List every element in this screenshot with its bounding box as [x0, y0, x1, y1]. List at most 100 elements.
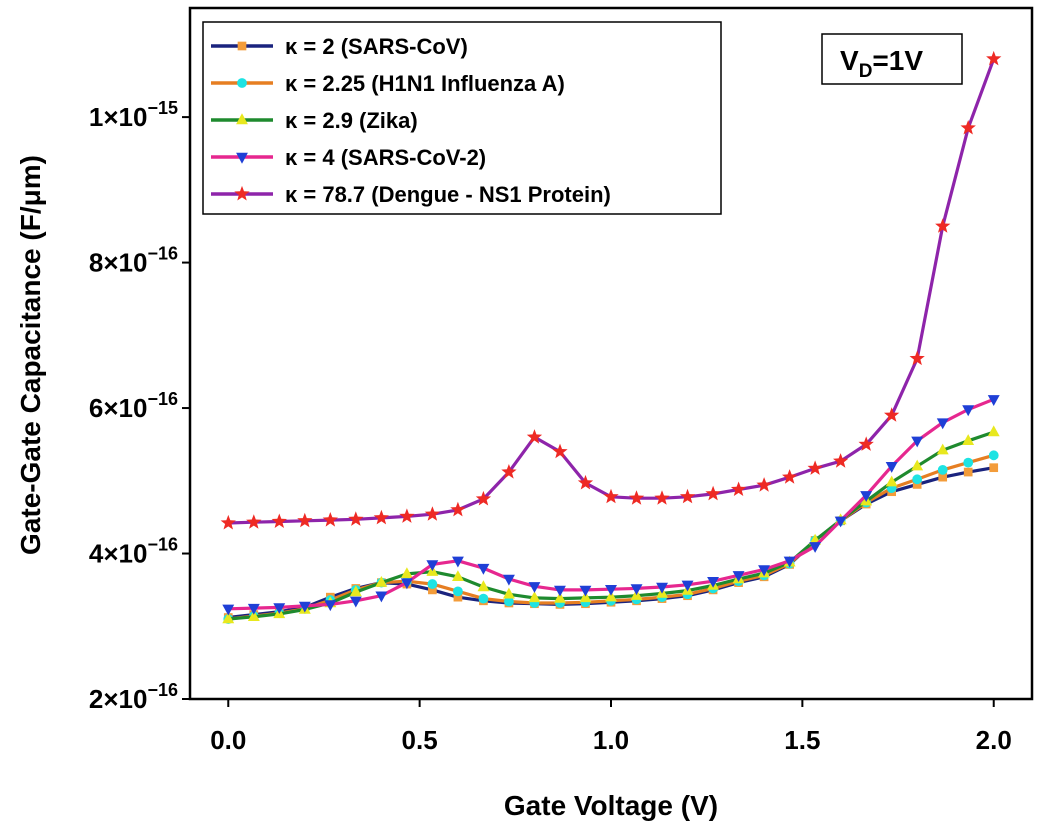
series-1-point [938, 472, 948, 482]
legend-item: κ = 2.9 (Zika) [211, 108, 418, 133]
series-5-point [884, 407, 900, 422]
series-4-point [426, 560, 439, 572]
series-3-point [987, 425, 1000, 437]
series-1-point [912, 480, 922, 489]
series-5-point [399, 508, 415, 523]
series-5-point [833, 453, 849, 468]
series-5-point [654, 490, 670, 505]
series-5-point [475, 490, 492, 506]
legend-box [202, 21, 722, 215]
series-1-point [989, 463, 999, 473]
legend-marker [237, 41, 247, 51]
series-4-point [885, 462, 898, 473]
series-4-point [987, 395, 1000, 406]
series-5-point [628, 490, 645, 505]
series-4-point [298, 601, 311, 613]
legend: κ = 2 (SARS-CoV) κ = 2.25 (H1N1 Influenza… [202, 21, 722, 215]
series-4-point [605, 585, 617, 596]
series-5-point [858, 436, 874, 451]
series-4-point [732, 571, 745, 582]
series-2-point [963, 457, 974, 468]
legend-marker [237, 78, 247, 88]
series-5-point [679, 488, 696, 504]
series-4-point [707, 577, 719, 588]
series-4-point [783, 556, 796, 568]
axes-layer: 0.0 0.5 1.0 1.5 2.0 2×10−16 4×10−16 6×10−16 8×10… [89, 98, 1012, 755]
series-4-point [554, 585, 566, 597]
x-axis-label: Gate Voltage (V) [504, 790, 718, 821]
series-3-point [349, 585, 362, 597]
x-tick-label: 1.5 [784, 725, 820, 755]
series-5-point [552, 443, 568, 459]
legend-label: κ = 2.25 (H1N1 Influenza A) [285, 71, 565, 96]
series-3-point [375, 576, 388, 587]
series-1-point [453, 592, 463, 602]
series-2-point [427, 579, 438, 589]
series-4-point [630, 584, 643, 596]
annotation-rest: =1V [872, 45, 923, 76]
series-5-point [348, 511, 364, 526]
series-3-point [222, 612, 235, 624]
series-5-point [960, 120, 976, 135]
legend-item: κ = 4 (SARS-CoV-2) [211, 145, 486, 170]
series-5-point [782, 469, 798, 484]
legend-label: κ = 78.7 (Dengue - NS1 Protein) [285, 182, 611, 207]
series-4 [222, 395, 1000, 616]
series-4-point [222, 604, 235, 616]
series-4-point [656, 582, 668, 594]
series-4-point [452, 556, 464, 568]
series-3-point [579, 591, 592, 603]
series-5-point [297, 512, 313, 528]
series-4-point [911, 436, 924, 448]
series-4-point [681, 580, 694, 592]
vd-annotation: VD=1V [821, 33, 963, 85]
series-2-point [453, 586, 463, 597]
series-3-point [400, 567, 413, 579]
series-5-point [705, 485, 721, 501]
legend-marker [236, 113, 248, 125]
annotation-text: VD=1V [840, 45, 923, 82]
legend-marker [234, 185, 250, 201]
series-5-point [424, 506, 440, 521]
series-4-point [375, 591, 388, 603]
series-3-point [911, 459, 924, 471]
series-4-point [579, 585, 592, 597]
series-5-point [935, 218, 951, 233]
series-5 [220, 50, 1002, 530]
legend-item: κ = 2.25 (H1N1 Influenza A) [211, 71, 565, 96]
x-tick-label: 0.5 [402, 725, 438, 755]
series-4-point [349, 596, 362, 608]
series-4-point [758, 565, 770, 577]
series-3-point [605, 590, 617, 602]
series-5-point [807, 460, 823, 475]
series-5-point [246, 514, 262, 529]
series-4-point [247, 603, 260, 615]
series-4-point [860, 491, 873, 502]
series-3-point [503, 587, 515, 599]
series-5-point [271, 513, 287, 528]
y-tick-label: 2×10−16 [89, 680, 178, 714]
series-2-point [478, 593, 489, 604]
series-layer [220, 50, 1002, 624]
series-5-point [756, 477, 772, 492]
legend-item: κ = 2 (SARS-CoV) [211, 34, 468, 59]
legend-label: κ = 4 (SARS-CoV-2) [285, 145, 486, 170]
series-3-point [247, 610, 260, 621]
series-2-point [504, 596, 514, 607]
series-2-point [912, 474, 923, 485]
legend-label: κ = 2.9 (Zika) [285, 108, 418, 133]
series-3-point [885, 475, 898, 487]
series-4-point [809, 542, 822, 553]
series-3-point [528, 591, 541, 603]
series-5-point [909, 350, 925, 366]
y-tick-label: 4×10−16 [89, 535, 178, 569]
series-4-point [324, 600, 337, 612]
annotation-sub: D [859, 61, 873, 82]
legend-marker [236, 152, 248, 164]
y-tick-label: 8×10−16 [89, 244, 178, 278]
series-5-point [501, 464, 517, 479]
series-4-point [936, 418, 949, 430]
annotation-base: V [840, 45, 859, 76]
series-5-point [986, 50, 1002, 66]
